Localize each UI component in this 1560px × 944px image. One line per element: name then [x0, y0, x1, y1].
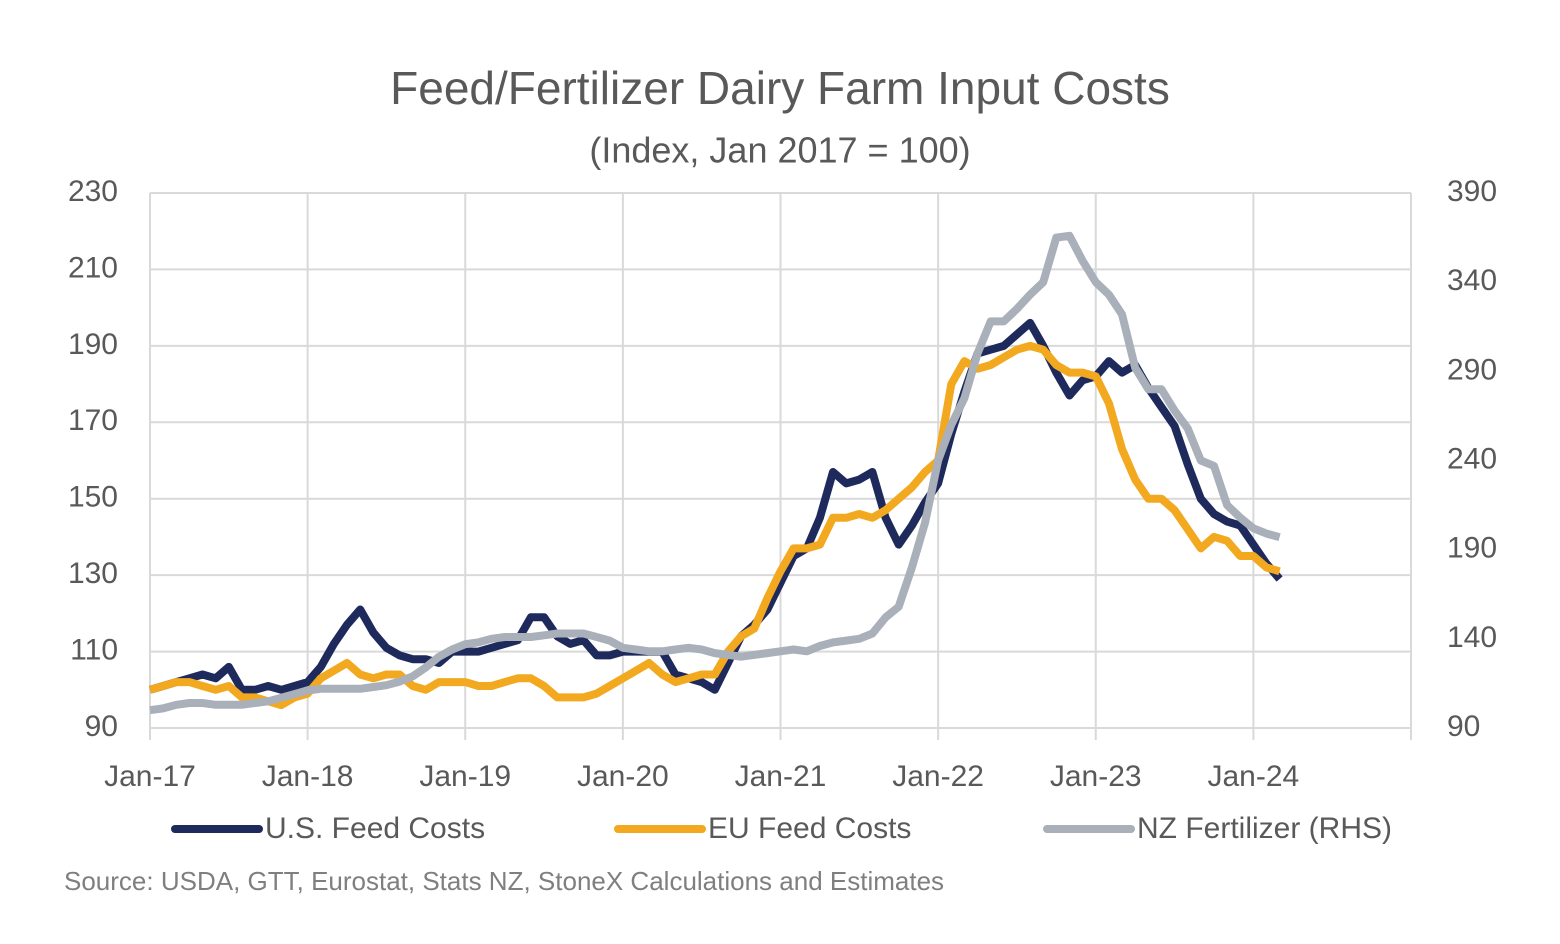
y2-tick-label: 90	[1447, 710, 1480, 743]
series-line	[149, 231, 1281, 715]
x-tick-label: Jan-19	[419, 760, 511, 793]
chart-title: Feed/Fertilizer Dairy Farm Input Costs	[390, 62, 1170, 114]
x-tick-label: Jan-21	[735, 760, 827, 793]
y-tick-label: 170	[68, 404, 118, 437]
legend-label: EU Feed Costs	[708, 812, 911, 845]
y2-tick-label: 190	[1447, 532, 1497, 565]
x-tick-label: Jan-24	[1208, 760, 1300, 793]
y-tick-label: 130	[68, 557, 118, 590]
y2-tick-label: 140	[1447, 621, 1497, 654]
x-tick-label: Jan-20	[577, 760, 669, 793]
x-tick-label: Jan-22	[892, 760, 984, 793]
y-tick-label: 110	[70, 633, 118, 666]
legend-label: U.S. Feed Costs	[265, 812, 485, 845]
y-tick-label: 210	[68, 251, 118, 284]
chart-subtitle: (Index, Jan 2017 = 100)	[589, 130, 970, 171]
y2-tick-label: 390	[1447, 175, 1497, 208]
y2-tick-label: 340	[1447, 264, 1497, 297]
y-tick-label: 190	[68, 328, 118, 361]
y-tick-label: 90	[85, 710, 118, 743]
legend-label: NZ Fertilizer (RHS)	[1137, 812, 1392, 845]
y2-tick-label: 290	[1447, 353, 1497, 386]
y-tick-label: 230	[68, 175, 118, 208]
x-tick-label: Jan-18	[262, 760, 354, 793]
source-note: Source: USDA, GTT, Eurostat, Stats NZ, S…	[64, 866, 944, 896]
x-tick-label: Jan-17	[104, 760, 196, 793]
x-tick-label: Jan-23	[1050, 760, 1142, 793]
y2-tick-label: 240	[1447, 442, 1497, 475]
series-line	[148, 341, 1281, 710]
y-tick-label: 150	[68, 481, 118, 514]
